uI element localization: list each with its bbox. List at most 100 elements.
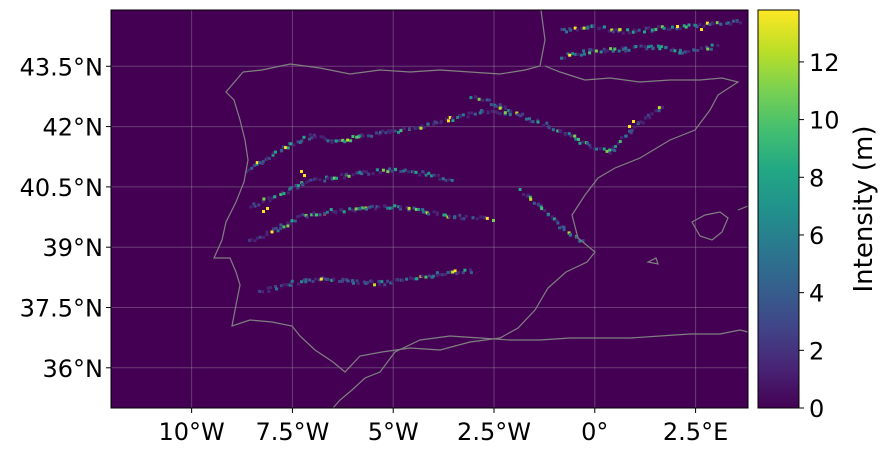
river-cell: [568, 53, 572, 57]
river-cell: [286, 224, 290, 228]
river-cell: [450, 178, 454, 182]
river-cell: [648, 116, 652, 120]
river-cell: [330, 278, 334, 282]
river-cell: [586, 141, 590, 145]
river-cell: [469, 96, 473, 100]
river-cell: [617, 141, 620, 145]
colorbar-label: Intensity (m): [849, 125, 879, 292]
river-cell: [353, 209, 357, 213]
river-cell: [494, 104, 498, 108]
map-panel: [110, 9, 749, 409]
river-cell: [296, 140, 300, 144]
river-cell: [608, 148, 612, 152]
ibiza-coastline: [646, 257, 659, 265]
river-cell: [334, 139, 338, 143]
river-cell: [279, 227, 282, 231]
river-cell: [290, 279, 294, 283]
river-cell: [386, 206, 389, 210]
river-cell: [508, 111, 512, 115]
river-cell: [611, 30, 615, 34]
river-cell: [302, 135, 306, 139]
river-cell: [383, 283, 387, 287]
river-cell: [265, 233, 269, 237]
river-cell: [509, 109, 513, 113]
river-cell: [420, 274, 424, 278]
river-cell: [296, 282, 300, 286]
river-cell: [618, 140, 622, 143]
river-cell-peak: [303, 174, 306, 177]
mallorca-coastline: [691, 211, 729, 241]
river-cell: [519, 114, 523, 118]
river-cell: [612, 146, 615, 149]
river-cell: [424, 275, 428, 279]
river-cell: [602, 147, 606, 151]
river-cell: [300, 182, 304, 186]
river-cell: [603, 50, 607, 54]
river-cell: [276, 229, 280, 233]
river-cell: [485, 216, 489, 220]
river-cell: [280, 149, 284, 153]
river-cell: [274, 285, 277, 288]
river-cell: [684, 25, 688, 29]
river-cell-peak: [632, 120, 635, 123]
river-cell: [295, 215, 299, 219]
river-cell-peak: [628, 125, 631, 128]
river-cell: [637, 121, 641, 125]
river-cell: [258, 161, 262, 165]
river-cell: [312, 133, 316, 137]
map-background: [111, 10, 748, 408]
river-cell: [610, 28, 614, 32]
river-cell: [394, 278, 398, 282]
river-cell: [605, 49, 609, 53]
river-cell: [262, 235, 266, 239]
river-cell: [319, 277, 323, 281]
river-cell: [490, 109, 494, 113]
river-cell: [657, 106, 661, 110]
x-tick-label: 5°W: [368, 418, 419, 446]
colorbar-tick-label: 6: [809, 222, 824, 250]
river-cell: [271, 196, 275, 200]
river-cell: [282, 192, 286, 196]
river-cell: [323, 179, 327, 183]
river-cell: [401, 279, 405, 282]
river-intensity-cells: [245, 19, 742, 294]
river-cell: [326, 277, 330, 281]
river-cell: [417, 208, 421, 211]
river-cell: [451, 119, 455, 122]
river-cell: [725, 21, 728, 25]
river-cell-peak: [300, 170, 303, 173]
river-cell: [247, 168, 251, 172]
river-cell: [654, 109, 658, 113]
river-cell: [414, 170, 418, 174]
river-cell: [245, 170, 248, 174]
river-cell: [477, 97, 481, 101]
river-cell: [457, 270, 461, 274]
river-cell: [275, 287, 279, 291]
river-cell: [429, 174, 433, 178]
river-cell: [650, 28, 654, 32]
river-cell: [266, 286, 270, 290]
river-cell: [569, 134, 573, 138]
river-cell: [639, 44, 643, 48]
river-cell: [355, 171, 359, 175]
river-cell: [599, 50, 603, 54]
river-cell: [358, 207, 362, 211]
river-cell: [377, 205, 381, 209]
river-cell: [678, 51, 682, 55]
river-cell: [281, 283, 285, 287]
river-cell: [481, 110, 485, 114]
river-cell: [399, 129, 403, 133]
river-cell: [727, 21, 731, 25]
colorbar-tick-label: 2: [809, 337, 824, 365]
river-cell: [377, 132, 381, 136]
river-cell: [405, 277, 409, 281]
river-cell: [588, 48, 592, 52]
river-cell: [699, 46, 703, 50]
river-cell: [609, 47, 613, 51]
river-cell: [330, 177, 334, 181]
river-cell: [573, 26, 577, 30]
river-cell: [536, 202, 540, 206]
river-cell: [427, 171, 431, 175]
river-cell: [365, 207, 369, 211]
river-cell: [315, 213, 318, 217]
